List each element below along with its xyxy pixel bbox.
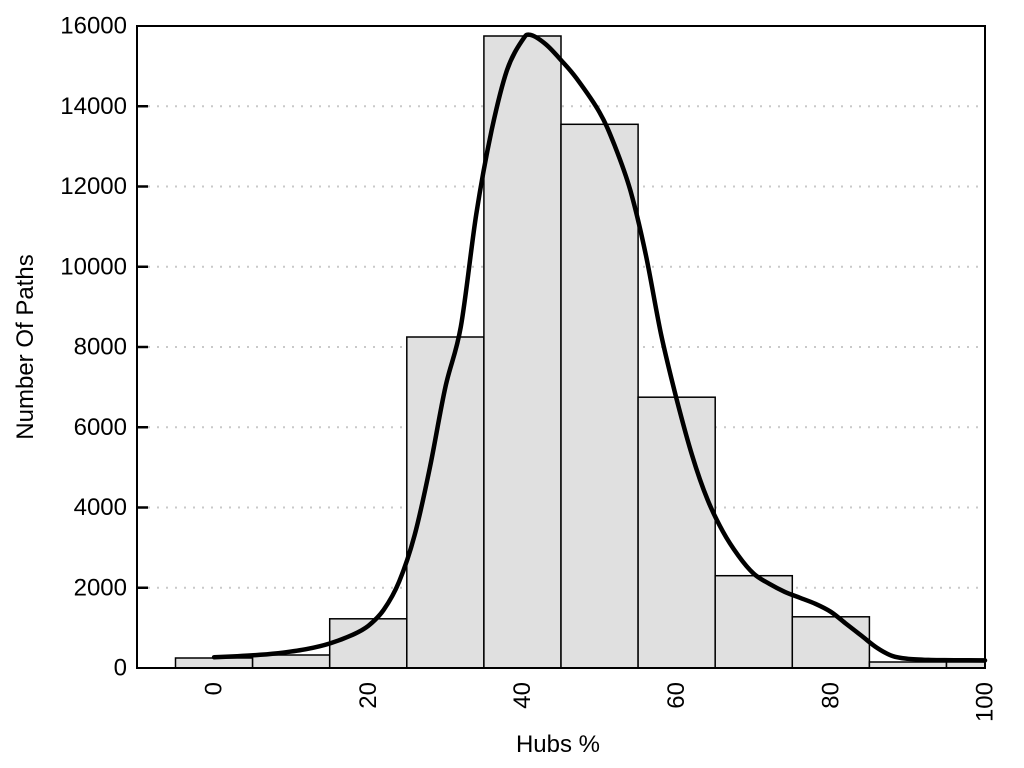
x-tick-label: 20	[355, 682, 382, 709]
y-tick-label: 12000	[60, 173, 127, 200]
histogram-bar	[637, 396, 716, 669]
x-tick-label: 40	[509, 682, 536, 709]
y-tick-label: 0	[114, 655, 127, 682]
y-tick-label: 16000	[60, 13, 127, 40]
density-curve	[211, 32, 988, 663]
y-tick-label: 6000	[74, 414, 127, 441]
y-tick-label: 8000	[74, 334, 127, 361]
x-tick-label: 0	[201, 682, 228, 695]
plot-frame	[136, 25, 986, 669]
y-tick-label: 14000	[60, 93, 127, 120]
histogram-bar	[174, 657, 254, 669]
x-tick-label: 80	[817, 682, 844, 709]
x-tick-label: 60	[663, 682, 690, 709]
x-tick-label: 100	[972, 682, 999, 722]
histogram-bar	[251, 654, 331, 669]
histogram-bar	[791, 616, 871, 669]
histogram-bar	[560, 123, 639, 669]
y-tick-label: 10000	[60, 253, 127, 280]
y-tick-label: 2000	[74, 574, 127, 601]
y-tick-label: 4000	[74, 494, 127, 521]
x-axis-title: Hubs %	[515, 731, 601, 758]
y-axis-title: Number Of Paths	[12, 254, 39, 440]
histogram-bar	[483, 35, 562, 669]
